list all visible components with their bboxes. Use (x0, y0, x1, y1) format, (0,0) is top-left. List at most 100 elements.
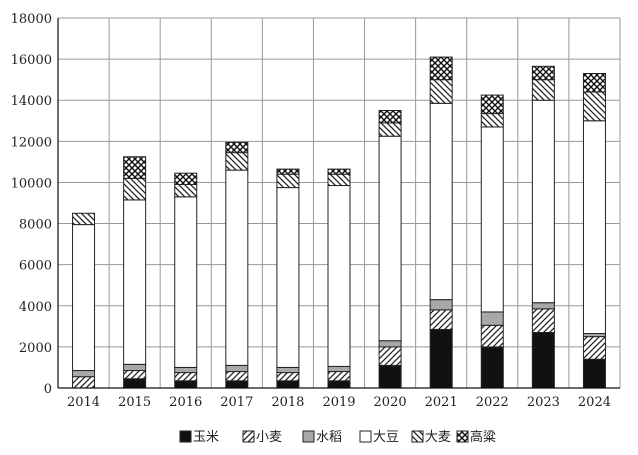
bar-segment (378, 346, 402, 366)
y-tick-label: 2000 (19, 341, 52, 356)
x-tick-label: 2017 (220, 395, 253, 410)
bar-segment (174, 172, 198, 185)
bar-segment (174, 380, 198, 389)
bar-segment (429, 79, 453, 104)
legend-label: 大豆 (373, 430, 399, 445)
legend-swatch (456, 430, 469, 443)
bar-segment (327, 173, 351, 187)
bar-segment (582, 358, 606, 389)
bar-segment (378, 364, 402, 389)
y-tick-label: 18000 (11, 12, 52, 27)
bar-segment (327, 371, 351, 382)
bar-segment (225, 152, 249, 171)
bar-segment (225, 169, 249, 366)
bar-segment (429, 309, 453, 330)
bar-segment (174, 366, 198, 374)
bar-segment (123, 199, 147, 365)
bar-segment (174, 372, 198, 382)
legend-swatch (359, 430, 372, 443)
bar-segment (72, 212, 96, 226)
bar-segment (531, 308, 555, 334)
bar-segment (123, 156, 147, 179)
x-tick-label: 2015 (118, 395, 151, 410)
bars (72, 56, 606, 389)
bar-segment (378, 340, 402, 348)
bar-segment (582, 120, 606, 335)
bar-segment (429, 328, 453, 389)
bar-segment (276, 372, 300, 382)
x-tick-label: 2018 (271, 395, 304, 410)
y-tick-label: 4000 (19, 300, 52, 315)
bar-segment (429, 102, 453, 301)
x-tick-label: 2014 (67, 395, 100, 410)
bar-segment (276, 173, 300, 189)
bar-segment (480, 324, 504, 348)
bar-segment (276, 380, 300, 389)
y-tick-label: 14000 (11, 94, 52, 109)
bar-segment (582, 73, 606, 93)
legend-label: 玉米 (193, 430, 219, 445)
bar-segment (378, 110, 402, 124)
y-tick-label: 6000 (19, 259, 52, 274)
bar-segment (123, 370, 147, 380)
bar-segment (72, 376, 96, 389)
x-tick-label: 2022 (476, 395, 509, 410)
bar-segment (123, 378, 147, 389)
bar-segment (480, 113, 504, 128)
legend-label: 水稻 (316, 430, 342, 445)
bar-segment (480, 346, 504, 389)
bar-segment (123, 177, 147, 201)
bar-segment (531, 302, 555, 310)
bar-segment (531, 99, 555, 304)
bar-segment (225, 371, 249, 382)
bar-segment (429, 299, 453, 311)
legend-label: 高粱 (470, 429, 496, 445)
y-tick-label: 12000 (11, 135, 52, 150)
x-tick-label: 2023 (527, 395, 560, 410)
legend: 玉米 小麦 水稻 大豆 大麦 高粱 (179, 429, 496, 445)
bar-segment (480, 311, 504, 326)
y-tick-label: 16000 (11, 53, 52, 68)
bar-segment (378, 135, 402, 342)
x-tick-label: 2019 (322, 395, 355, 410)
x-tick-label: 2016 (169, 395, 202, 410)
bar-segment (327, 185, 351, 367)
bar-segment (225, 364, 249, 373)
bar-segment (123, 363, 147, 372)
bar-segment (582, 336, 606, 360)
bar-segment (531, 79, 555, 101)
bar-segment (531, 332, 555, 389)
bar-segment (429, 56, 453, 81)
bar-segment (327, 380, 351, 389)
y-tick-label: 0 (44, 382, 52, 397)
x-tick-label: 2021 (425, 395, 458, 410)
bar-segment (72, 370, 96, 378)
bar-segment (480, 94, 504, 115)
bar-segment (276, 366, 300, 374)
y-tick-label: 10000 (11, 176, 52, 191)
bar-segment (378, 122, 402, 137)
x-tick-label: 2024 (578, 395, 611, 410)
bar-segment (225, 380, 249, 389)
bar-segment (480, 126, 504, 313)
bar-segment (225, 141, 249, 154)
bar-segment (582, 91, 606, 122)
axes: 0 2000 4000 6000 8000 10000 12000 14000 16000 180… (11, 12, 620, 410)
bar-segment (531, 65, 555, 81)
bar-segment (72, 224, 96, 372)
legend-swatch (179, 430, 192, 443)
bar-segment (327, 365, 351, 373)
legend-swatch (242, 430, 255, 443)
bar-segment (327, 168, 351, 175)
bar-segment (276, 187, 300, 368)
bar-segment (174, 184, 198, 198)
legend-label: 小麦 (256, 430, 282, 445)
legend-swatch (411, 430, 424, 443)
bar-segment (174, 196, 198, 368)
legend-label: 大麦 (425, 430, 451, 445)
legend-swatch (302, 430, 315, 443)
bar-segment (276, 168, 300, 175)
y-tick-label: 8000 (19, 218, 52, 233)
x-tick-label: 2020 (374, 395, 407, 410)
